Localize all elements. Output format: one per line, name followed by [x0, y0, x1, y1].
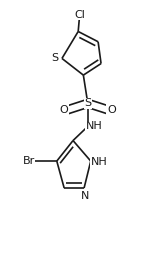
Text: NH: NH — [86, 122, 103, 131]
Text: O: O — [107, 105, 116, 115]
Text: Cl: Cl — [74, 10, 85, 20]
Text: S: S — [52, 53, 59, 63]
Text: N: N — [81, 191, 89, 201]
Text: Br: Br — [23, 156, 35, 166]
Text: S: S — [84, 98, 91, 108]
Text: O: O — [60, 105, 69, 115]
Text: NH: NH — [90, 157, 107, 167]
